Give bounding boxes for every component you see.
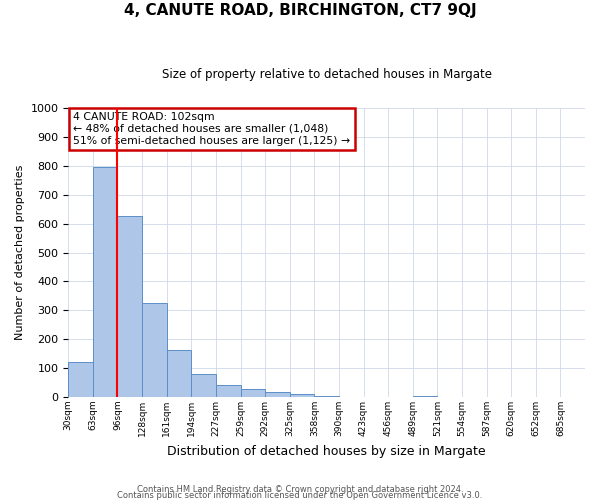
Bar [290, 394, 314, 397]
Bar [314, 396, 339, 397]
Bar [142, 303, 167, 397]
Bar [68, 362, 93, 397]
Text: 4 CANUTE ROAD: 102sqm
← 48% of detached houses are smaller (1,048)
51% of semi-d: 4 CANUTE ROAD: 102sqm ← 48% of detached … [73, 112, 350, 146]
Bar [118, 216, 142, 397]
Text: 4, CANUTE ROAD, BIRCHINGTON, CT7 9QJ: 4, CANUTE ROAD, BIRCHINGTON, CT7 9QJ [124, 2, 476, 18]
Text: Contains HM Land Registry data © Crown copyright and database right 2024.: Contains HM Land Registry data © Crown c… [137, 484, 463, 494]
Bar [167, 350, 191, 397]
Bar [413, 396, 437, 397]
Title: Size of property relative to detached houses in Margate: Size of property relative to detached ho… [161, 68, 491, 80]
Bar [191, 374, 216, 397]
Bar [93, 168, 118, 397]
Bar [216, 386, 241, 397]
Bar [265, 392, 290, 397]
X-axis label: Distribution of detached houses by size in Margate: Distribution of detached houses by size … [167, 444, 486, 458]
Bar [241, 389, 265, 397]
Text: Contains public sector information licensed under the Open Government Licence v3: Contains public sector information licen… [118, 490, 482, 500]
Y-axis label: Number of detached properties: Number of detached properties [15, 165, 25, 340]
